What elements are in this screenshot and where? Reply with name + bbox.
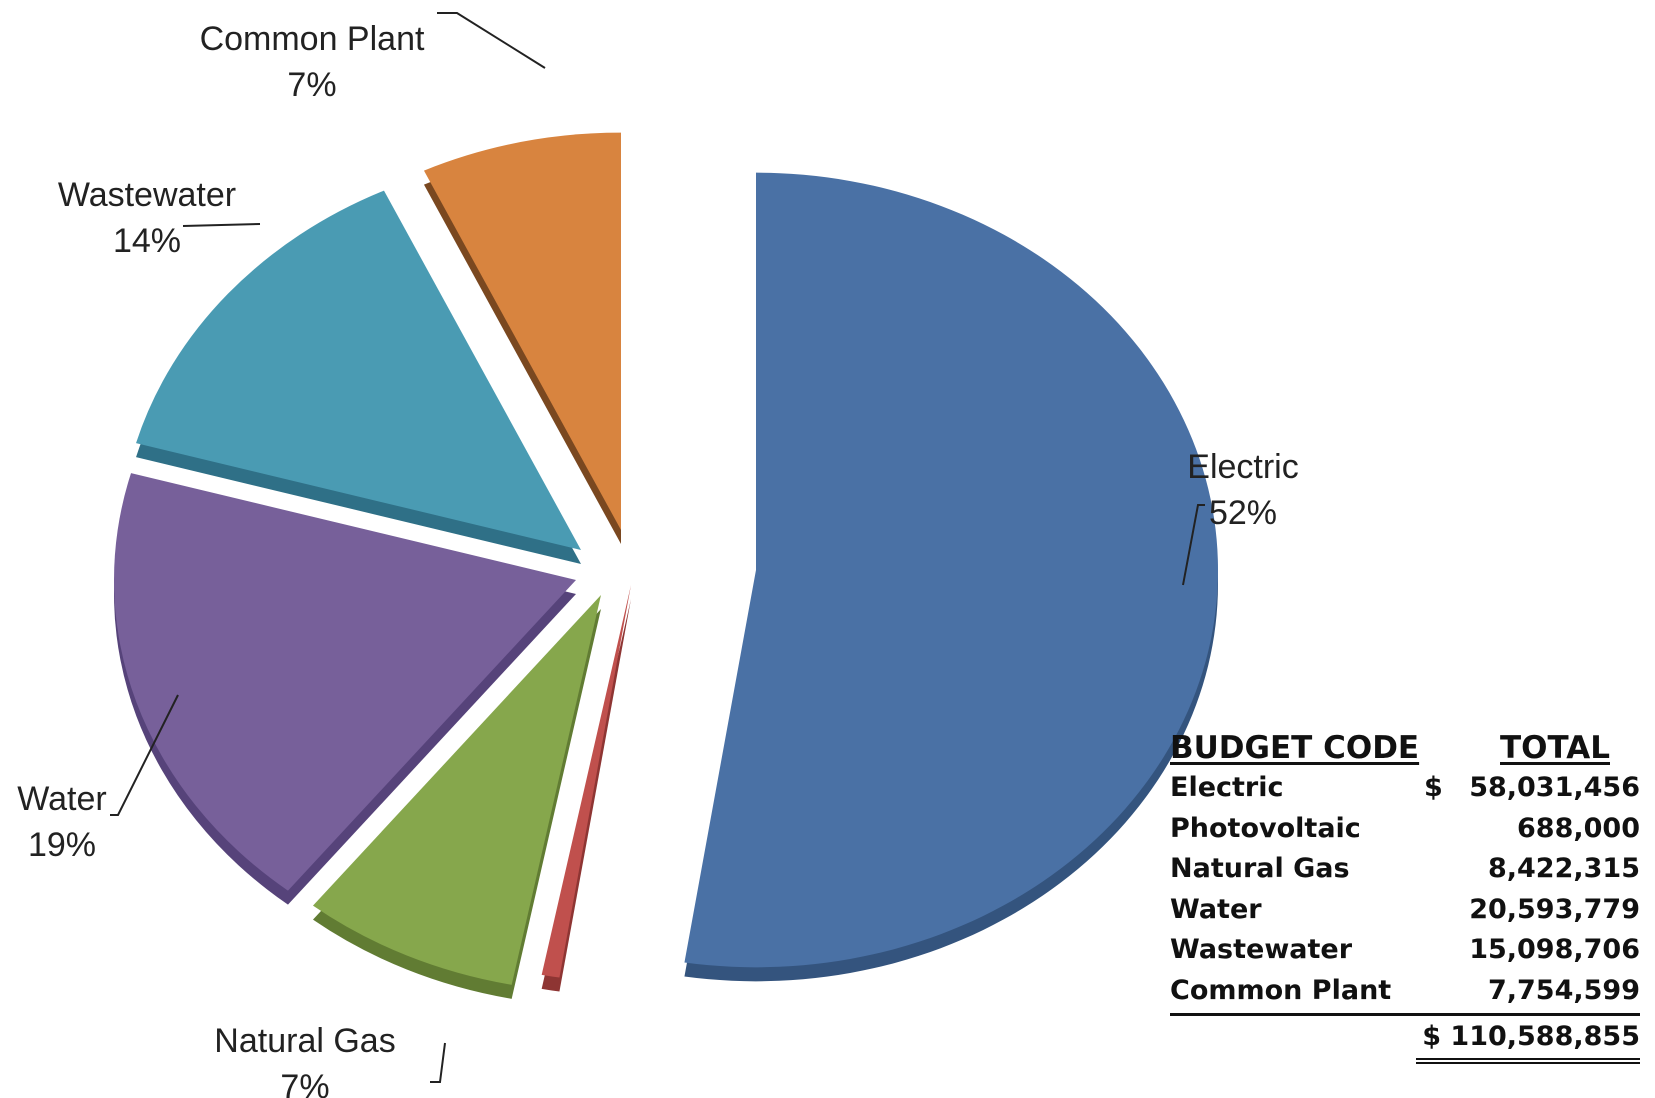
leader-line xyxy=(437,12,546,69)
slice-percent-label: 14% xyxy=(113,222,181,260)
table-row: Photovoltaic 688,000 xyxy=(1170,809,1640,850)
slice-labels: Electric 52% Natural Gas 7% Water 19% Wastewat… xyxy=(17,20,1298,1098)
row-code: Wastewater xyxy=(1170,934,1353,965)
pie-slice-natural-gas xyxy=(312,595,601,985)
leader-line xyxy=(430,1042,446,1083)
slice-name-label: Wastewater xyxy=(58,176,236,214)
slice-percent-label: 7% xyxy=(280,1068,329,1098)
total-row: $ 110,588,855 xyxy=(1170,1016,1640,1064)
table-row: Water 20,593,779 xyxy=(1170,890,1640,931)
slice-name-label: Natural Gas xyxy=(214,1022,395,1060)
table-row: Electric $ 58,031,456 xyxy=(1170,768,1640,809)
row-code: Electric xyxy=(1170,772,1284,803)
row-currency: $ xyxy=(1424,772,1443,803)
table-row: Natural Gas 8,422,315 xyxy=(1170,849,1640,890)
total-rule xyxy=(1170,1013,1640,1016)
row-code: Water xyxy=(1170,893,1262,925)
table-row: Wastewater 15,098,706 xyxy=(1170,930,1640,971)
row-amount: 8,422,315 xyxy=(1487,853,1640,884)
slice-name-label: Water xyxy=(17,780,106,818)
pie-slices xyxy=(114,132,1219,999)
row-code: Natural Gas xyxy=(1170,853,1350,884)
leader-line xyxy=(110,694,179,816)
row-code: Common Plant xyxy=(1170,974,1392,1006)
grand-total: $ 110,588,855 xyxy=(1416,1016,1640,1064)
slice-name-label: Common Plant xyxy=(200,20,425,58)
pie-slice-water xyxy=(114,473,577,891)
leader-line xyxy=(1182,504,1205,586)
budget-table-header: BUDGET CODE TOTAL xyxy=(1170,728,1640,768)
pie-slice-photovoltaic xyxy=(541,585,631,978)
row-amount: 7,754,599 xyxy=(1487,974,1640,1006)
pie-slice-electric xyxy=(684,172,1218,968)
slice-percent-label: 19% xyxy=(28,826,96,864)
pie-slice-wastewater xyxy=(136,190,581,551)
total-header: TOTAL xyxy=(1500,730,1610,766)
leader-lines xyxy=(110,12,1205,1083)
row-amount: 58,031,456 xyxy=(1469,772,1640,803)
leader-line xyxy=(182,223,261,227)
row-amount: 15,098,706 xyxy=(1469,934,1640,965)
pie-slice-common-plant xyxy=(423,132,621,530)
row-amount: 20,593,779 xyxy=(1469,893,1640,925)
slice-percent-label: 7% xyxy=(287,66,336,104)
slice-percent-label: 52% xyxy=(1209,494,1277,532)
table-row: Common Plant 7,754,599 xyxy=(1170,971,1640,1012)
budget-code-header: BUDGET CODE xyxy=(1170,730,1420,766)
row-amount: 688,000 xyxy=(1517,812,1640,844)
row-code: Photovoltaic xyxy=(1170,812,1361,844)
budget-table: BUDGET CODE TOTAL Electric $ 58,031,456 … xyxy=(1170,728,1640,1064)
slice-name-label: Electric xyxy=(1187,448,1298,486)
